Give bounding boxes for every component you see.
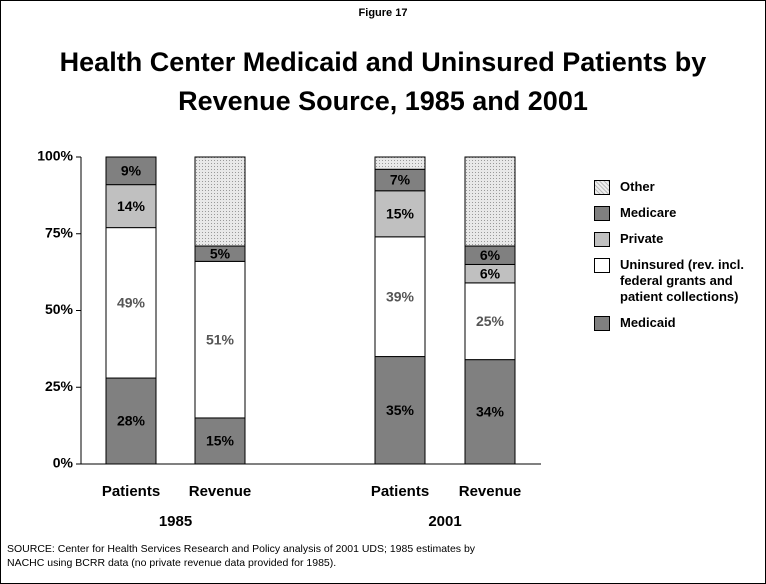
legend-label: Medicare [620, 205, 677, 220]
data-label: 5% [210, 245, 231, 261]
data-label: 51% [206, 331, 235, 347]
bar-segment [374, 190, 426, 238]
bar-segment [194, 417, 246, 465]
bar-segment [105, 377, 157, 465]
data-label: 7% [390, 172, 411, 188]
data-label: 6% [480, 265, 501, 281]
data-label: 28% [117, 413, 146, 429]
source: SOURCE: Center for Health Services Resea… [7, 542, 475, 570]
data-label: 49% [117, 295, 146, 311]
legend-item: Medicaid [594, 315, 764, 331]
data-label: 15% [206, 433, 235, 449]
data-label: 6% [480, 247, 501, 263]
bar-segment [105, 184, 157, 229]
legend-item: Other [594, 179, 764, 195]
legend-swatch [594, 232, 610, 247]
bar-segment [464, 156, 516, 247]
legend-item: Uninsured (rev. incl. federal grants and… [594, 257, 764, 305]
legend-swatch [594, 258, 610, 273]
data-label: 34% [476, 404, 505, 420]
x-tick-label: Patients [371, 483, 429, 500]
legend-item: Medicare [594, 205, 764, 221]
x-tick-label: Revenue [189, 483, 252, 500]
legend-swatch [594, 316, 610, 331]
x-tick-label: Revenue [459, 483, 522, 500]
y-tick-label: 50% [45, 301, 74, 317]
bar-segment [374, 236, 426, 358]
data-label: 9% [121, 163, 142, 179]
bar-segment [374, 156, 426, 170]
data-label: 25% [476, 313, 505, 329]
figure-label: Figure 17 [358, 7, 408, 19]
bar-segment [105, 156, 157, 186]
bar-segment [374, 356, 426, 465]
bar-segment [105, 227, 157, 379]
legend-swatch [594, 180, 610, 195]
legend-label: Private [620, 231, 664, 246]
data-label: 39% [386, 288, 415, 304]
data-label: 15% [386, 205, 415, 221]
y-tick-label: 0% [53, 455, 74, 471]
group-label: 2001 [428, 513, 461, 530]
legend-swatch [594, 206, 610, 221]
x-tick-label: Patients [102, 483, 160, 500]
bar-segment [194, 260, 246, 419]
legend-label: Medicaid [620, 315, 676, 330]
legend: Other Medicare Private Uninsured (rev. incl… [594, 179, 764, 341]
legend-label: Uninsured (rev. incl. federal grants and… [620, 257, 745, 304]
y-tick-label: 100% [37, 148, 73, 164]
legend-item: Private [594, 231, 764, 247]
legend-label: Other [620, 179, 655, 194]
y-tick-label: 25% [45, 378, 74, 394]
source-line: NACHC using BCRR data (no private revenu… [7, 557, 337, 569]
source-line: SOURCE: Center for Health Services Resea… [7, 543, 476, 555]
data-label: 35% [386, 402, 415, 418]
group-label: 1985 [159, 513, 192, 530]
data-label: 14% [117, 198, 146, 214]
chart-title: Health Center Medicaid and Uninsured Pat… [59, 47, 707, 116]
bar-segment [464, 282, 516, 361]
bar-segment [194, 156, 246, 247]
y-tick-label: 75% [45, 224, 74, 240]
bar-segment [464, 359, 516, 465]
